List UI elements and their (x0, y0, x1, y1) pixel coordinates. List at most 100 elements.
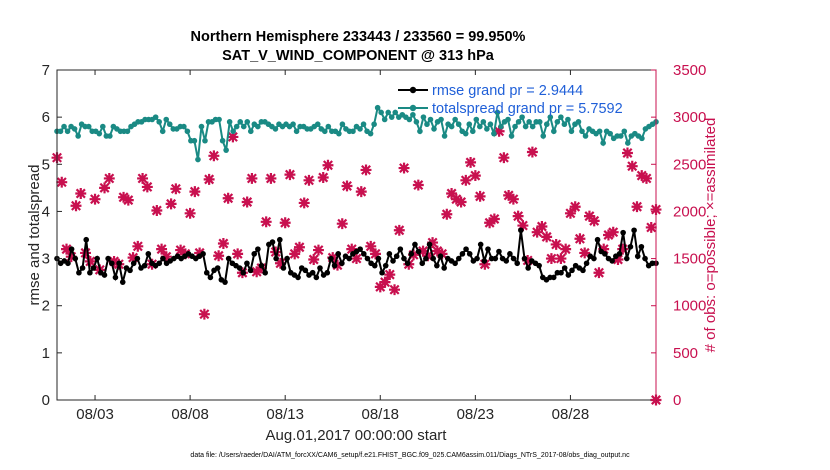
rmse-point (514, 260, 521, 267)
rmse-point (518, 227, 524, 234)
obs-count-point (598, 243, 610, 255)
totalspread-point (498, 123, 504, 130)
obs-count-point (469, 170, 481, 182)
totalspread-point (431, 126, 437, 132)
totalspread-point (233, 123, 240, 130)
obs-count-point (341, 180, 353, 192)
totalspread-point (367, 130, 374, 137)
rmse-point (379, 269, 385, 276)
obs-count-point (274, 257, 286, 269)
rmse-point (247, 267, 254, 274)
obs-count-point (227, 131, 239, 143)
obs-count-point (217, 238, 229, 249)
totalspread-point (554, 119, 561, 125)
rmse-point (156, 260, 163, 267)
obs-count-point (303, 174, 315, 186)
obs-count-point (555, 253, 567, 265)
rmse-point (76, 269, 82, 276)
rmse-point (295, 274, 301, 281)
obs-count-point (603, 229, 614, 241)
rmse-point (313, 274, 320, 281)
obs-count-point (132, 240, 144, 252)
obs-count-point (265, 172, 277, 184)
obs-count-point (560, 243, 572, 255)
y2-tick-label: 500 (673, 345, 698, 362)
rmse-point (419, 260, 426, 267)
y-tick-label: 4 (42, 203, 50, 220)
totalspread-point (240, 123, 247, 130)
rmse-point (455, 255, 462, 262)
totalspread-point (325, 123, 332, 130)
rmse-point (94, 255, 100, 262)
y-tick-label: 2 (42, 298, 50, 315)
totalspread-point (438, 116, 444, 123)
totalspread-point (96, 130, 103, 137)
rmse-point (116, 260, 122, 267)
obs-count-point (246, 172, 258, 184)
obs-count-point (251, 266, 263, 278)
obs-count-point (89, 193, 101, 205)
obs-count-point (70, 200, 82, 212)
obs-count-point (365, 240, 377, 252)
totalspread-point (124, 128, 131, 135)
rmse-point (583, 260, 590, 267)
totalspread-point (85, 123, 92, 130)
obs-count-point (412, 179, 424, 191)
y2-axis-label: # of obs: o=possible; ×=assimilated (702, 118, 719, 353)
rmse-point (258, 262, 265, 269)
totalspread-point (181, 123, 187, 130)
totalspread-point (184, 128, 191, 135)
rmse-point (580, 267, 586, 274)
rmse-point (503, 258, 510, 264)
obs-count-point (545, 253, 557, 265)
rmse-point (364, 255, 371, 262)
totalspread-point (314, 121, 321, 128)
obs-count-point (317, 172, 329, 183)
rmse-point (346, 255, 352, 262)
rmse-point (225, 255, 232, 262)
totalspread-point (480, 119, 487, 125)
rmse-point (638, 243, 645, 250)
totalspread-point (293, 128, 300, 135)
rmse-point (262, 269, 268, 276)
rmse-point (324, 269, 331, 276)
rmse-point (441, 265, 447, 271)
obs-count-point (636, 170, 648, 182)
totalspread-point (512, 123, 518, 130)
rmse-point (634, 253, 641, 260)
rmse-point (591, 255, 597, 262)
totalspread-point (522, 123, 529, 130)
totalspread-point (543, 121, 550, 128)
obs-count-point (127, 252, 139, 264)
obs-count-point (564, 207, 576, 219)
obs-count-point (588, 215, 600, 227)
rmse-point (108, 260, 115, 267)
y-tick-label: 7 (42, 62, 50, 79)
y2-tick-label: 1500 (673, 251, 706, 268)
totalspread-point (216, 116, 222, 123)
totalspread-point (195, 156, 201, 163)
rmse-point (492, 255, 499, 262)
obs-count-point (151, 205, 163, 216)
totalspread-point (526, 119, 532, 125)
obs-count-point (455, 196, 467, 208)
obs-count-point (384, 269, 396, 281)
y2-tick-label: 1000 (673, 298, 706, 315)
totalspread-point (508, 133, 515, 139)
obs-count-point (531, 226, 543, 238)
rmse-point (357, 246, 363, 252)
obs-count-point (232, 248, 244, 260)
rmse-point (485, 246, 491, 252)
rmse-point (397, 246, 404, 252)
rmse-point (328, 255, 334, 262)
totalspread-point (582, 133, 589, 139)
totalspread-point (505, 116, 511, 123)
rmse-point (361, 251, 367, 257)
obs-count-point (198, 308, 210, 320)
x-tick-label: 08/18 (361, 406, 399, 423)
obs-count-point (417, 245, 429, 257)
totalspread-point (491, 130, 497, 137)
totalspread-point (551, 128, 557, 135)
obs-count-point (56, 176, 68, 188)
obs-count-point (617, 243, 629, 255)
